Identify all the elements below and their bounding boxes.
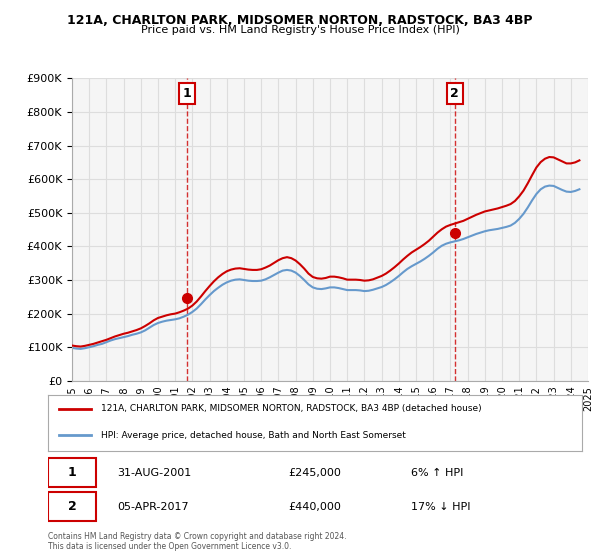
Text: 2: 2 xyxy=(68,500,76,514)
FancyBboxPatch shape xyxy=(48,458,96,487)
Text: 05-APR-2017: 05-APR-2017 xyxy=(118,502,189,512)
Text: 1: 1 xyxy=(68,466,76,479)
Text: Contains HM Land Registry data © Crown copyright and database right 2024.
This d: Contains HM Land Registry data © Crown c… xyxy=(48,532,347,552)
Text: 1: 1 xyxy=(182,87,191,100)
Text: £245,000: £245,000 xyxy=(289,468,341,478)
Text: 31-AUG-2001: 31-AUG-2001 xyxy=(118,468,191,478)
Text: Price paid vs. HM Land Registry's House Price Index (HPI): Price paid vs. HM Land Registry's House … xyxy=(140,25,460,35)
Text: £440,000: £440,000 xyxy=(289,502,341,512)
Text: 6% ↑ HPI: 6% ↑ HPI xyxy=(411,468,463,478)
Text: 17% ↓ HPI: 17% ↓ HPI xyxy=(411,502,470,512)
Text: 2: 2 xyxy=(451,87,459,100)
Text: 121A, CHARLTON PARK, MIDSOMER NORTON, RADSTOCK, BA3 4BP: 121A, CHARLTON PARK, MIDSOMER NORTON, RA… xyxy=(67,14,533,27)
FancyBboxPatch shape xyxy=(48,492,96,521)
Text: 121A, CHARLTON PARK, MIDSOMER NORTON, RADSTOCK, BA3 4BP (detached house): 121A, CHARLTON PARK, MIDSOMER NORTON, RA… xyxy=(101,404,482,413)
Text: HPI: Average price, detached house, Bath and North East Somerset: HPI: Average price, detached house, Bath… xyxy=(101,431,406,440)
